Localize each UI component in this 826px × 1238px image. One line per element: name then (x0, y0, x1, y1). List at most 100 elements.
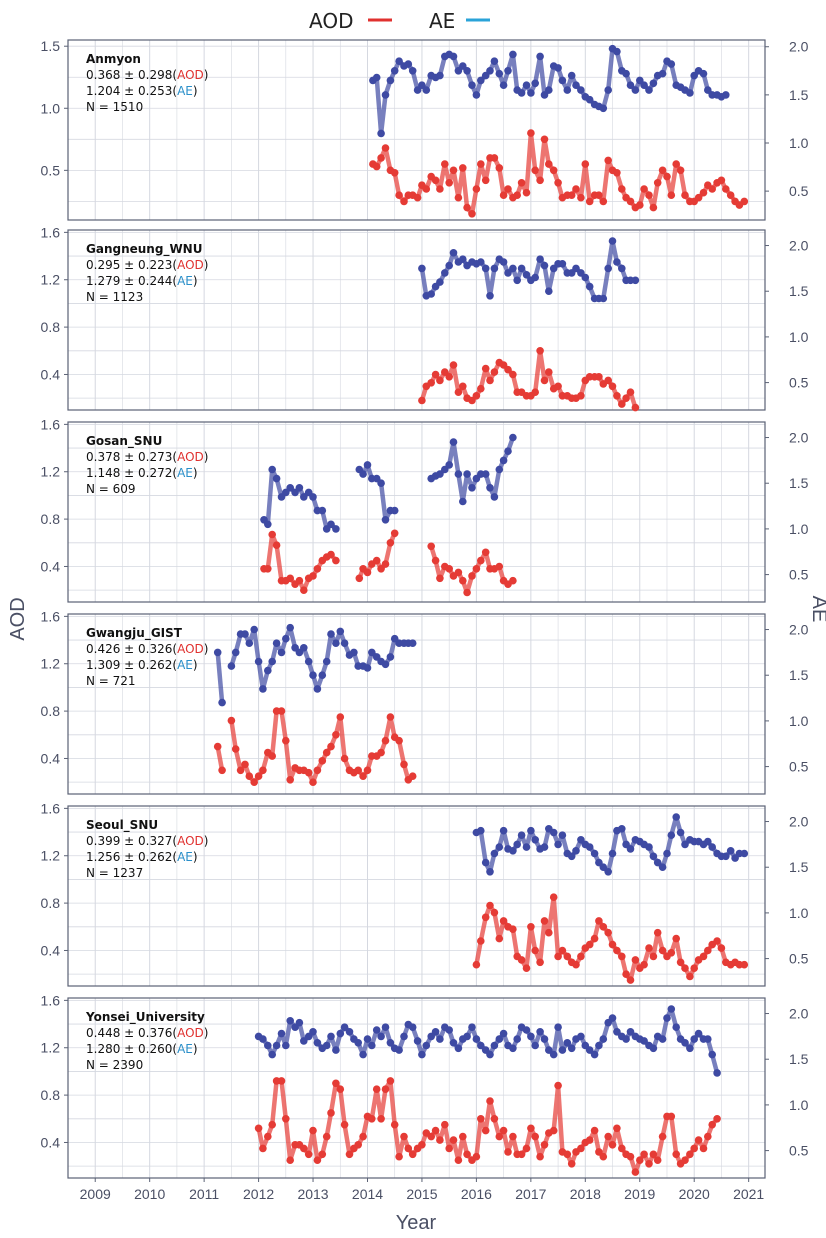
panel-background (68, 422, 765, 602)
ae-point (454, 470, 463, 478)
ae-point (509, 433, 517, 442)
ae-point (690, 71, 698, 80)
ae-point (436, 1035, 444, 1043)
ae-point (509, 50, 517, 59)
ae-point (608, 849, 617, 858)
ae-point (545, 287, 553, 296)
aod-point (563, 1150, 572, 1159)
ae-point (567, 71, 576, 80)
panel-frame (67, 39, 766, 221)
ae-point (309, 493, 317, 501)
aod-point (604, 928, 612, 937)
ae-point (585, 95, 594, 104)
aod-point (477, 384, 485, 393)
aod-point (390, 529, 399, 538)
ae-point (400, 1032, 408, 1041)
ae-point (350, 648, 358, 657)
ae-point (413, 86, 422, 94)
ae-point (490, 1041, 499, 1050)
aod-point (277, 1077, 286, 1085)
aod-point (599, 197, 608, 206)
ae-paren-close: ) (193, 850, 198, 864)
ae-point (604, 86, 612, 94)
ae-paren-close: ) (193, 1042, 198, 1056)
aod-tick-label: 0.8 (41, 895, 61, 911)
ae-point (572, 264, 580, 273)
aod-point (653, 179, 662, 187)
ae-point (590, 849, 599, 858)
ae-point (694, 1029, 703, 1038)
aod-point (381, 144, 390, 152)
aod-point (449, 1136, 458, 1144)
aod-point (618, 952, 626, 961)
ae-point (618, 825, 626, 833)
ae-point (459, 497, 467, 506)
aod-point (272, 541, 281, 549)
panel-anmyon: 0.5 1.0 1.5 0.5 1.0 1.5 2.0 Anmyon 0.368 ± 0.298… (41, 38, 809, 221)
ae-stat-label: AE (177, 466, 193, 480)
ae-point (340, 1023, 349, 1031)
ae-point (704, 837, 712, 846)
aod-point (381, 560, 390, 568)
aod-point (540, 135, 549, 144)
ae-stat-label: AE (177, 84, 193, 98)
aod-point (386, 539, 395, 547)
ae-point (517, 264, 526, 273)
ae-point (527, 89, 535, 97)
n-count: N = 1237 (86, 866, 143, 880)
y-axis-title-right: AE (808, 596, 826, 623)
ae-series (213, 623, 417, 707)
aod-point (418, 1141, 426, 1149)
aod-point (295, 576, 304, 585)
y-axis-title-left: AOD (7, 597, 29, 640)
ae-point (418, 264, 426, 273)
aod-point (477, 556, 485, 565)
ae-point (645, 843, 653, 851)
x-tick-label: 2020 (679, 1186, 710, 1202)
aod-point (250, 778, 258, 786)
ae-point (540, 261, 549, 270)
ae-point (504, 67, 512, 75)
ae-point (740, 849, 749, 858)
ae-point (300, 644, 308, 652)
aod-point (363, 568, 372, 577)
aod-point (554, 1081, 562, 1090)
ae-point (599, 863, 608, 871)
ae-point (631, 276, 640, 285)
ae-point (327, 1032, 335, 1041)
ae-point (577, 86, 585, 94)
ae-point (368, 648, 376, 657)
aod-point (354, 1141, 363, 1149)
aod-point (459, 382, 467, 391)
n-count: N = 1123 (86, 290, 143, 304)
aod-point (499, 917, 508, 925)
aod-point (681, 964, 689, 972)
ae-point (245, 639, 254, 647)
ae-point (686, 1044, 694, 1053)
ae-point (264, 520, 272, 529)
ae-stat-value: 1.148 ± 0.272 (86, 466, 172, 480)
aod-point (667, 1112, 676, 1121)
ae-point (554, 1023, 562, 1031)
ae-point (336, 627, 345, 636)
aod-point (522, 188, 531, 197)
aod-point (445, 1144, 454, 1153)
ae-point (622, 1035, 630, 1043)
aod-stat-label: AOD (177, 834, 204, 848)
aod-point (554, 382, 562, 391)
aod-point (658, 946, 667, 955)
aod-point (264, 1132, 272, 1141)
ae-point (645, 86, 653, 94)
panel-yonsei-university: 0.4 0.8 1.2 1.6 0.5 1.0 1.5 2.0 Yonsei_Universit… (41, 992, 809, 1179)
ae-stat-label: AE (177, 1042, 193, 1056)
ae-point (563, 86, 572, 94)
aod-point (318, 757, 327, 765)
ae-point (663, 1014, 671, 1022)
ae-point (667, 831, 676, 839)
ae-point (649, 79, 658, 88)
x-tick-label: 2010 (134, 1186, 165, 1202)
aod-point (595, 191, 603, 199)
ae-point (590, 1050, 599, 1059)
aod-point (704, 946, 712, 955)
